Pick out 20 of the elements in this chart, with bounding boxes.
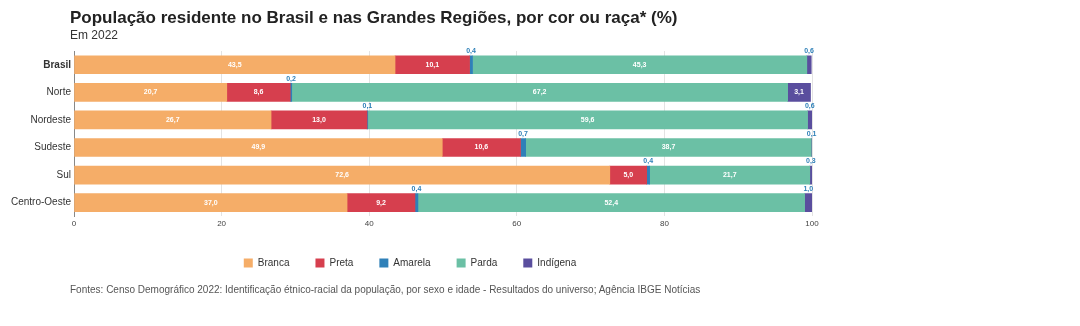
text: Fontes: Censo Demográfico 2022: Identificação étnico-racial da população, por sexo e idade - Resultados do universo; Agência IBGE Notícias	[69, 284, 702, 295]
y-tick-label: Centro-Oeste	[10, 196, 72, 208]
legend-label: Amarela	[393, 256, 432, 268]
y-tick-label: Sul	[56, 168, 72, 180]
x-tick-label: 100	[805, 219, 820, 229]
y-tick-label: Nordeste	[30, 113, 72, 125]
x-tick-label: 60	[512, 219, 522, 229]
y-tick-label: Brasil	[43, 58, 72, 70]
legend-label: Preta	[329, 256, 354, 268]
y-tick-label: Norte	[46, 86, 72, 98]
x-tick-label: 80	[659, 219, 670, 229]
legend-label: Parda	[470, 256, 498, 268]
chart-subtitle: Em 2022	[69, 28, 120, 42]
y-tick-label: Sudeste	[34, 141, 72, 153]
x-tick-label: 40	[364, 219, 375, 229]
x-tick-label: 0	[71, 219, 77, 229]
legend-label: Indígena	[537, 256, 577, 268]
chart-title: População residente no Brasil e nas Grandes Regiões, por cor ou raça* (%)	[69, 8, 679, 28]
legend-label: Branca	[257, 256, 290, 268]
x-tick-label: 20	[217, 219, 227, 229]
